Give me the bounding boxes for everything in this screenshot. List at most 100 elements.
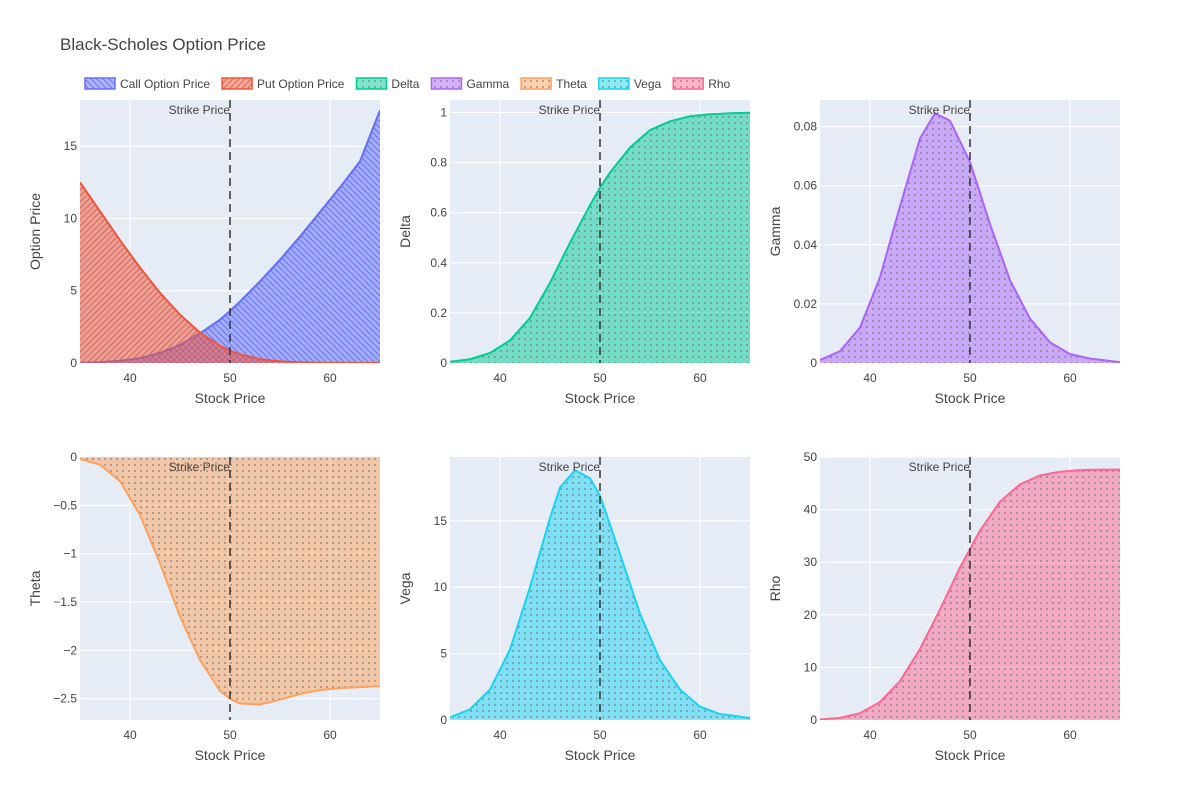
x-tick-label: 50 [223,371,237,385]
series-layer [820,111,1120,363]
y-tick-label: 0.6 [430,206,447,220]
series-line-gamma[interactable] [820,111,1120,363]
legend-swatch [84,77,116,90]
legend-swatch [221,77,253,90]
y-axis-title: Vega [397,572,413,604]
y-tick-label: 5 [70,284,77,298]
area-fill-vega [450,470,750,720]
area-fill-put-option-price [80,182,380,363]
x-tick-label: 40 [493,371,507,385]
x-axis-title: Stock Price [565,747,636,763]
x-tick-label: 50 [223,728,237,742]
subplot-rho: 40 50 60 0 10 20 30 40 50 Strike Price Stock Price… [767,450,1120,763]
y-axis-title: Theta [27,570,43,606]
x-tick-label: 50 [593,728,607,742]
y-tick-label: 40 [804,503,818,517]
y-tick-label: 0.02 [794,297,818,311]
y-tick-label: 50 [804,450,818,464]
y-axis-title: Delta [397,215,413,248]
y-tick-label: 0.04 [794,238,818,252]
y-tick-label: 10 [64,211,78,225]
y-tick-label: 0.8 [430,156,447,170]
y-tick-label: 1 [440,106,447,120]
legend-item-call-option-price[interactable]: Call Option Price [84,77,210,91]
legend-label: Call Option Price [120,77,210,91]
x-axis-title: Stock Price [935,390,1006,406]
x-axis-title: Stock Price [195,390,266,406]
x-tick-label: 60 [693,371,707,385]
y-tick-label: 10 [434,580,448,594]
y-tick-label: 15 [434,514,448,528]
x-tick-label: 60 [1063,728,1077,742]
strike-price-annotation: Strike Price [909,103,971,117]
strike-price-annotation: Strike Price [539,460,601,474]
x-tick-label: 60 [323,371,337,385]
legend-item-theta[interactable]: Theta [520,77,587,91]
y-tick-label: −2 [63,643,77,657]
legend-label: Theta [556,77,587,91]
y-tick-label: 0 [440,713,447,727]
y-axis-title: Option Price [27,193,43,270]
y-tick-label: 0 [810,356,817,370]
x-tick-label: 60 [693,728,707,742]
y-tick-label: 0 [440,356,447,370]
y-tick-label: −2.5 [53,692,77,706]
series-line-delta[interactable] [450,111,750,363]
y-tick-label: 0.2 [430,306,447,320]
y-tick-label: −0.5 [53,498,77,512]
y-tick-label: 0 [810,713,817,727]
series-layer [450,469,750,720]
y-tick-label: 0.08 [794,120,818,134]
legend-swatch [672,77,704,90]
y-tick-label: 5 [440,647,447,661]
y-tick-label: 20 [804,608,818,622]
legend-item-gamma[interactable]: Gamma [430,77,509,91]
x-tick-label: 40 [123,371,137,385]
y-tick-label: 30 [804,555,818,569]
x-tick-label: 60 [323,728,337,742]
legend-swatch [598,77,630,90]
legend-swatch [520,77,552,90]
legend-label: Put Option Price [257,77,345,91]
x-tick-label: 40 [123,728,137,742]
y-tick-label: 15 [64,139,78,153]
subplot-delta: 40 50 60 0 0.2 0.4 0.6 0.8 1 Strike Price Stock Pr… [397,100,750,406]
legend-item-delta[interactable]: Delta [355,77,420,91]
subplot-vega: 40 50 60 0 5 10 15 Strike Price Stock Price Vega [397,457,750,763]
series-line-vega[interactable] [450,469,750,719]
legend-item-rho[interactable]: Rho [672,77,731,91]
subplot-price: 40 50 60 0 5 10 15 Strike Price Stock Price Optio… [27,100,380,406]
legend-item-put-option-price[interactable]: Put Option Price [221,77,345,91]
strike-price-annotation: Strike Price [169,103,231,117]
x-tick-label: 40 [863,371,877,385]
x-tick-label: 40 [863,728,877,742]
x-tick-label: 40 [493,728,507,742]
strike-price-annotation: Strike Price [539,103,601,117]
x-axis-title: Stock Price [565,390,636,406]
y-tick-label: 0 [70,450,77,464]
x-tick-label: 50 [963,371,977,385]
y-tick-label: 0.4 [430,256,447,270]
y-tick-label: −1 [63,547,77,561]
x-axis-title: Stock Price [935,747,1006,763]
strike-price-annotation: Strike Price [909,460,971,474]
y-tick-label: −1.5 [53,595,77,609]
legend-label: Vega [634,77,662,91]
legend-label: Rho [708,77,730,91]
x-tick-label: 50 [593,371,607,385]
subplot-gamma: 40 50 60 0 0.02 0.04 0.06 0.08 Strike Price Stock… [767,100,1120,406]
x-axis-title: Stock Price [195,747,266,763]
legend: Call Option Price Put Option Price Delta Ga… [84,77,731,91]
y-tick-label: 0.06 [794,179,818,193]
x-tick-label: 50 [963,728,977,742]
legend-item-vega[interactable]: Vega [598,77,662,91]
legend-label: Gamma [466,77,509,91]
strike-price-annotation: Strike Price [169,460,231,474]
y-axis-title: Gamma [767,206,783,256]
subplot-theta: 40 50 60 0 −0.5 −1 −1.5 −2 −2.5 Strike Price Stock… [27,450,380,763]
area-fill-gamma [820,113,1120,363]
y-tick-label: 10 [804,660,818,674]
